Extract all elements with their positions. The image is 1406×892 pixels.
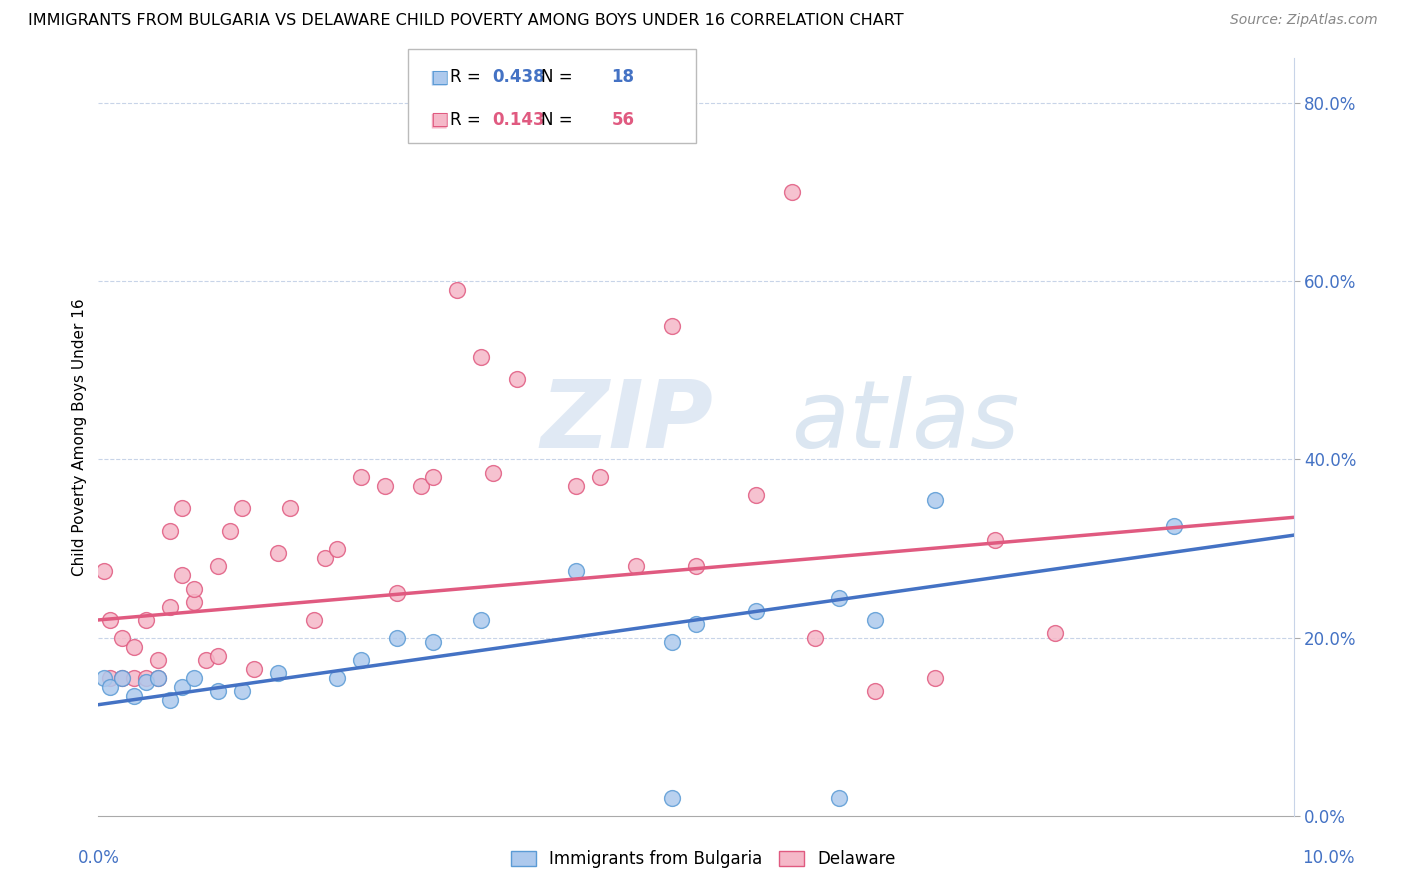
Point bbox=[231, 501, 253, 516]
Text: R =: R = bbox=[450, 111, 486, 128]
Point bbox=[589, 470, 612, 484]
Point bbox=[984, 533, 1007, 547]
Text: 0.143: 0.143 bbox=[492, 111, 544, 128]
Text: 0.0%: 0.0% bbox=[77, 849, 120, 867]
Point bbox=[326, 671, 349, 685]
Point bbox=[98, 671, 122, 685]
Point bbox=[243, 662, 266, 676]
Point bbox=[93, 564, 115, 578]
Point bbox=[159, 524, 181, 538]
Point bbox=[865, 613, 887, 627]
Point bbox=[124, 640, 146, 654]
Point bbox=[98, 613, 122, 627]
Point bbox=[124, 671, 146, 685]
Point bbox=[302, 613, 325, 627]
Text: ■: ■ bbox=[429, 110, 447, 129]
Point bbox=[183, 595, 205, 609]
Point bbox=[865, 684, 887, 698]
Point bbox=[411, 479, 433, 493]
Point bbox=[207, 648, 229, 663]
Point bbox=[422, 635, 444, 649]
Point bbox=[661, 318, 683, 333]
Point bbox=[172, 680, 194, 694]
Point bbox=[98, 680, 122, 694]
Text: ZIP: ZIP bbox=[541, 376, 713, 468]
Point bbox=[315, 550, 337, 565]
Point bbox=[183, 582, 205, 596]
Text: IMMIGRANTS FROM BULGARIA VS DELAWARE CHILD POVERTY AMONG BOYS UNDER 16 CORRELATI: IMMIGRANTS FROM BULGARIA VS DELAWARE CHI… bbox=[28, 13, 904, 29]
Text: R =: R = bbox=[450, 69, 486, 87]
Point bbox=[172, 568, 194, 582]
Point bbox=[565, 479, 588, 493]
Point bbox=[159, 693, 181, 707]
Point bbox=[159, 599, 181, 614]
Point bbox=[626, 559, 648, 574]
Point bbox=[685, 617, 707, 632]
Point bbox=[828, 591, 851, 605]
Text: 0.438: 0.438 bbox=[492, 69, 544, 87]
Point bbox=[111, 671, 134, 685]
Point bbox=[148, 671, 170, 685]
Point bbox=[207, 559, 229, 574]
Text: □: □ bbox=[430, 68, 449, 87]
Point bbox=[661, 635, 683, 649]
Text: 56: 56 bbox=[612, 111, 634, 128]
Point bbox=[924, 671, 946, 685]
Point bbox=[111, 631, 134, 645]
Text: 18: 18 bbox=[612, 69, 634, 87]
Point bbox=[135, 671, 157, 685]
Point bbox=[207, 684, 229, 698]
Point bbox=[124, 689, 146, 703]
Point bbox=[422, 470, 444, 484]
Text: Source: ZipAtlas.com: Source: ZipAtlas.com bbox=[1230, 13, 1378, 28]
Point bbox=[780, 185, 803, 199]
Point bbox=[231, 684, 253, 698]
Point bbox=[350, 653, 373, 667]
Point bbox=[745, 488, 768, 502]
Point bbox=[135, 613, 157, 627]
Point bbox=[385, 586, 409, 600]
Point bbox=[1163, 519, 1185, 533]
Y-axis label: Child Poverty Among Boys Under 16: Child Poverty Among Boys Under 16 bbox=[72, 298, 87, 576]
Point bbox=[267, 666, 290, 681]
Point bbox=[326, 541, 349, 556]
Point bbox=[924, 492, 946, 507]
Point bbox=[219, 524, 242, 538]
Point bbox=[470, 350, 492, 364]
Point bbox=[135, 675, 157, 690]
Point bbox=[148, 671, 170, 685]
Point bbox=[385, 631, 409, 645]
Point bbox=[278, 501, 301, 516]
Point bbox=[148, 653, 170, 667]
Point bbox=[350, 470, 373, 484]
Point bbox=[183, 671, 205, 685]
Point bbox=[111, 671, 134, 685]
Point bbox=[446, 283, 468, 297]
Point bbox=[804, 631, 827, 645]
Text: 10.0%: 10.0% bbox=[1302, 849, 1355, 867]
Text: atlas: atlas bbox=[792, 376, 1019, 467]
Point bbox=[470, 613, 492, 627]
Point bbox=[172, 501, 194, 516]
Point bbox=[482, 466, 505, 480]
Text: N =: N = bbox=[541, 111, 578, 128]
Point bbox=[93, 671, 115, 685]
Point bbox=[195, 653, 218, 667]
Point bbox=[565, 564, 588, 578]
Point bbox=[506, 372, 529, 386]
Point bbox=[267, 546, 290, 560]
Point bbox=[685, 559, 707, 574]
Point bbox=[745, 604, 768, 618]
Point bbox=[374, 479, 396, 493]
Text: N =: N = bbox=[541, 69, 578, 87]
Point bbox=[1043, 626, 1066, 640]
Legend: Immigrants from Bulgaria, Delaware: Immigrants from Bulgaria, Delaware bbox=[503, 844, 903, 875]
Text: ■: ■ bbox=[429, 68, 447, 87]
Point bbox=[828, 791, 851, 805]
Text: □: □ bbox=[430, 110, 449, 129]
Point bbox=[661, 791, 683, 805]
